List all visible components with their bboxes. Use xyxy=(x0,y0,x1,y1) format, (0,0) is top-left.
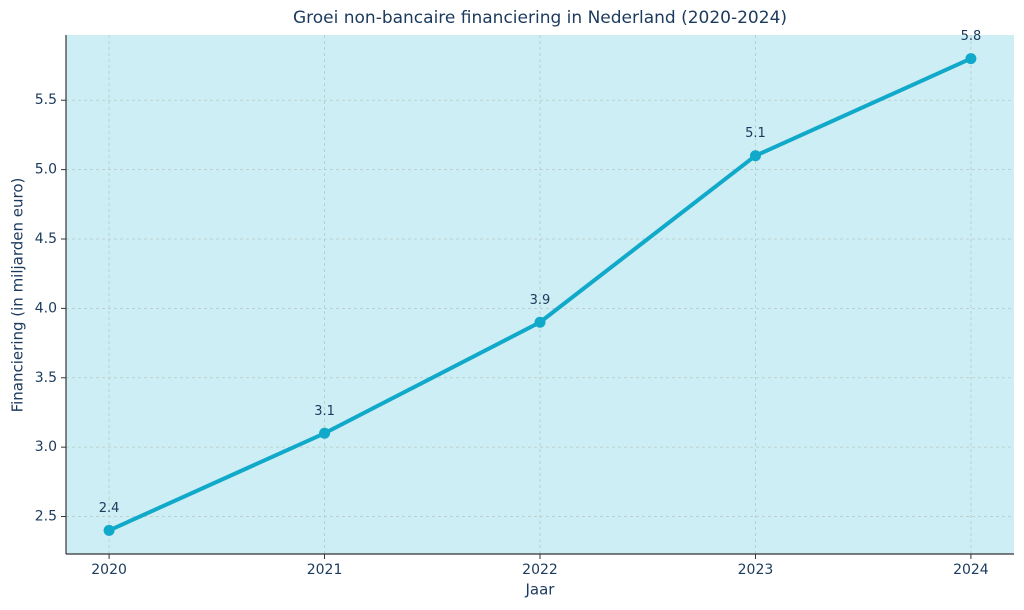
x-tick-label: 2022 xyxy=(522,562,558,578)
data-label: 2.4 xyxy=(99,501,120,516)
x-tick-label: 2021 xyxy=(307,562,343,578)
point xyxy=(103,524,115,536)
y-tick-label: 5.5 xyxy=(35,92,57,108)
x-axis-label: Jaar xyxy=(525,581,556,599)
y-tick-label: 3.0 xyxy=(35,439,57,455)
data-label: 5.8 xyxy=(961,29,982,44)
y-tick-label: 4.5 xyxy=(35,231,57,247)
point xyxy=(965,53,977,65)
y-tick-label: 3.5 xyxy=(35,370,57,386)
point xyxy=(534,316,546,328)
y-tick-label: 5.0 xyxy=(35,162,57,178)
point xyxy=(319,427,331,439)
data-label: 3.9 xyxy=(530,293,551,308)
y-axis-label: Financiering (in miljarden euro) xyxy=(9,178,27,413)
chart-title: Groei non-bancaire financiering in Neder… xyxy=(293,8,787,28)
x-tick-label: 2024 xyxy=(953,562,989,578)
y-tick-label: 2.5 xyxy=(35,509,57,525)
data-label: 3.1 xyxy=(314,404,335,419)
point xyxy=(749,150,761,162)
x-tick-label: 2023 xyxy=(738,562,774,578)
x-tick-label: 2020 xyxy=(91,562,127,578)
data-label: 5.1 xyxy=(745,126,766,141)
y-tick-label: 4.0 xyxy=(35,300,57,316)
